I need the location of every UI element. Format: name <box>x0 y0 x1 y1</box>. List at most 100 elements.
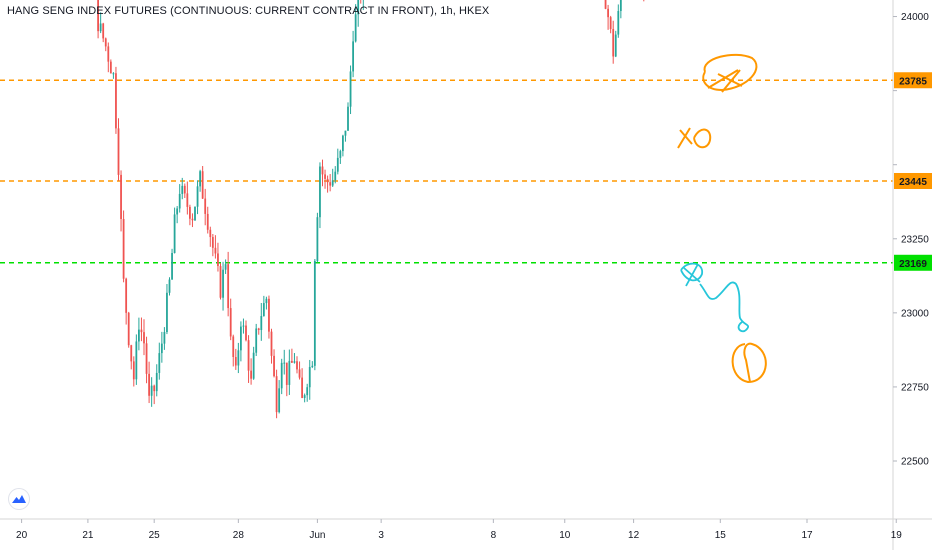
drawing-circle-bottom <box>731 342 767 384</box>
candle-body <box>232 336 235 358</box>
drawing-xo-mid <box>677 127 712 149</box>
candle-body <box>171 253 173 280</box>
candle-body <box>342 135 344 152</box>
candle-body <box>222 269 224 298</box>
candle-body <box>352 41 354 72</box>
candle-body <box>273 355 275 377</box>
candle-body <box>245 325 247 341</box>
candle-body <box>316 217 319 261</box>
tradingview-logo-icon[interactable] <box>8 488 30 510</box>
candle-body <box>270 331 273 356</box>
candle-body <box>199 171 201 187</box>
x-tick-label: 17 <box>801 530 813 541</box>
candle-body <box>347 106 349 131</box>
drawing-path-teal <box>699 281 750 333</box>
x-tick-label: Jun <box>309 530 325 541</box>
candle-body <box>617 11 620 35</box>
candle-body <box>319 166 321 218</box>
candle-body <box>153 385 156 392</box>
candle-body <box>125 278 128 313</box>
candle-body <box>191 218 194 221</box>
x-tick-label: 28 <box>233 530 245 541</box>
candle-body <box>107 46 110 62</box>
candle-body <box>138 329 140 342</box>
candle-body <box>255 328 258 353</box>
candles <box>97 0 645 419</box>
x-tick-label: 20 <box>16 530 28 541</box>
candle-body <box>132 361 135 380</box>
price-badge-23169 <box>894 254 932 271</box>
candle-body <box>109 61 112 74</box>
price-badge-23785 <box>894 72 932 89</box>
candle-body <box>344 130 347 136</box>
candle-body <box>194 206 196 221</box>
drawing-circle-top <box>702 53 758 92</box>
candle-body <box>178 193 181 209</box>
candle-body <box>155 372 158 392</box>
y-tick-label: 23000 <box>901 308 929 319</box>
candle-body <box>209 229 212 238</box>
candle-body <box>163 332 166 344</box>
candle-body <box>112 73 115 75</box>
candle-body <box>160 343 163 354</box>
candle-body <box>324 174 326 179</box>
candle-body <box>357 0 360 15</box>
candle-body <box>339 151 342 158</box>
candle-body <box>250 370 252 379</box>
candle-body <box>176 208 179 215</box>
x-tick-label: 8 <box>491 530 497 541</box>
candle-body <box>247 340 250 371</box>
candle-body <box>217 253 219 267</box>
candle-body <box>280 362 283 389</box>
candle-body <box>130 345 133 362</box>
x-tick-label: 12 <box>628 530 640 541</box>
x-tick-label: 19 <box>891 530 903 541</box>
candle-body <box>214 247 217 254</box>
candle-body <box>242 325 245 327</box>
candle-body <box>173 214 176 254</box>
candle-body <box>234 357 237 366</box>
candle-body <box>262 303 265 317</box>
price-badge-label: 23785 <box>899 76 927 87</box>
y-tick-label: 22500 <box>901 457 929 468</box>
candle-body <box>296 361 298 370</box>
candle-body <box>612 29 615 57</box>
x-tick-label: 10 <box>559 530 571 541</box>
candle-body <box>196 186 199 207</box>
candle-body <box>331 180 334 186</box>
candle-body <box>308 366 311 388</box>
candle-body <box>99 23 102 32</box>
candle-body <box>260 316 263 331</box>
candle-body <box>211 237 214 248</box>
candle-body <box>201 171 204 199</box>
horizontal-levels <box>0 79 893 264</box>
candle-body <box>219 266 222 298</box>
chart-title: HANG SENG INDEX FUTURES (CONTINUOUS: CUR… <box>7 5 490 17</box>
candle-body <box>609 17 612 30</box>
candle-body <box>265 298 268 304</box>
price-badge-label: 23169 <box>899 259 927 270</box>
candle-body <box>288 360 291 385</box>
candle-body <box>334 171 337 181</box>
candle-body <box>189 206 191 219</box>
candle-body <box>321 166 324 175</box>
candle-body <box>283 362 286 364</box>
candle-body <box>275 376 278 413</box>
candle-body <box>313 260 316 366</box>
candle-body <box>604 0 607 9</box>
candle-body <box>145 343 148 374</box>
candle-body <box>349 71 352 107</box>
candle-body <box>168 279 171 293</box>
candle-body <box>224 264 227 270</box>
candle-body <box>97 0 99 32</box>
candle-body <box>619 0 622 12</box>
candle-body <box>252 352 255 379</box>
candle-body <box>122 219 125 279</box>
candle-body <box>298 369 301 378</box>
candle-body <box>607 8 609 18</box>
candle-body <box>227 264 230 309</box>
candle-body <box>301 377 303 398</box>
candle-body <box>143 332 145 344</box>
